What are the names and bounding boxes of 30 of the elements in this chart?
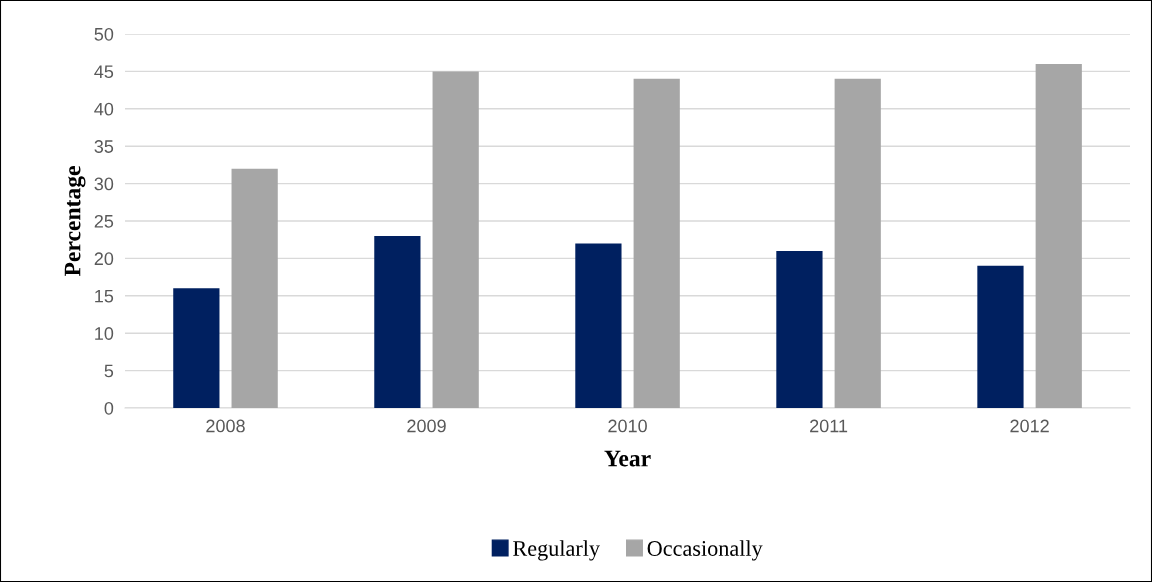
bar bbox=[231, 168, 278, 408]
y-tick-label: 5 bbox=[104, 364, 114, 378]
y-tick-label: 15 bbox=[95, 289, 114, 303]
y-tick-label: 30 bbox=[94, 177, 114, 191]
y-tick-label: 35 bbox=[94, 140, 114, 153]
y-tick-label: 20 bbox=[94, 252, 114, 266]
y-tick-label: 40 bbox=[94, 102, 114, 116]
y-tick-label: 0 bbox=[104, 401, 114, 415]
x-tick-label: 2008 bbox=[206, 419, 245, 433]
y-tick-label: 10 bbox=[95, 327, 114, 340]
bar bbox=[575, 243, 622, 408]
x-tick-label: 2010 bbox=[608, 419, 647, 433]
x-tick-label: 2012 bbox=[1010, 419, 1049, 433]
legend-label: Occasionally bbox=[647, 540, 763, 561]
bar bbox=[977, 265, 1024, 408]
bar bbox=[834, 78, 881, 408]
bar bbox=[633, 78, 680, 408]
bar bbox=[776, 250, 823, 408]
y-tick-label: 50 bbox=[94, 27, 114, 41]
y-tick-label: 25 bbox=[94, 214, 114, 228]
y-axis-title: Percentage bbox=[64, 166, 86, 277]
bar bbox=[432, 71, 479, 408]
x-tick-label: 2009 bbox=[407, 419, 446, 433]
x-tick-label: 2011 bbox=[810, 419, 848, 433]
bar bbox=[1035, 63, 1082, 408]
bar bbox=[374, 235, 421, 408]
legend-label: Regularly bbox=[513, 540, 600, 561]
y-tick-label: 45 bbox=[94, 65, 114, 79]
bar bbox=[173, 288, 220, 408]
x-axis-title: Year bbox=[604, 450, 651, 467]
